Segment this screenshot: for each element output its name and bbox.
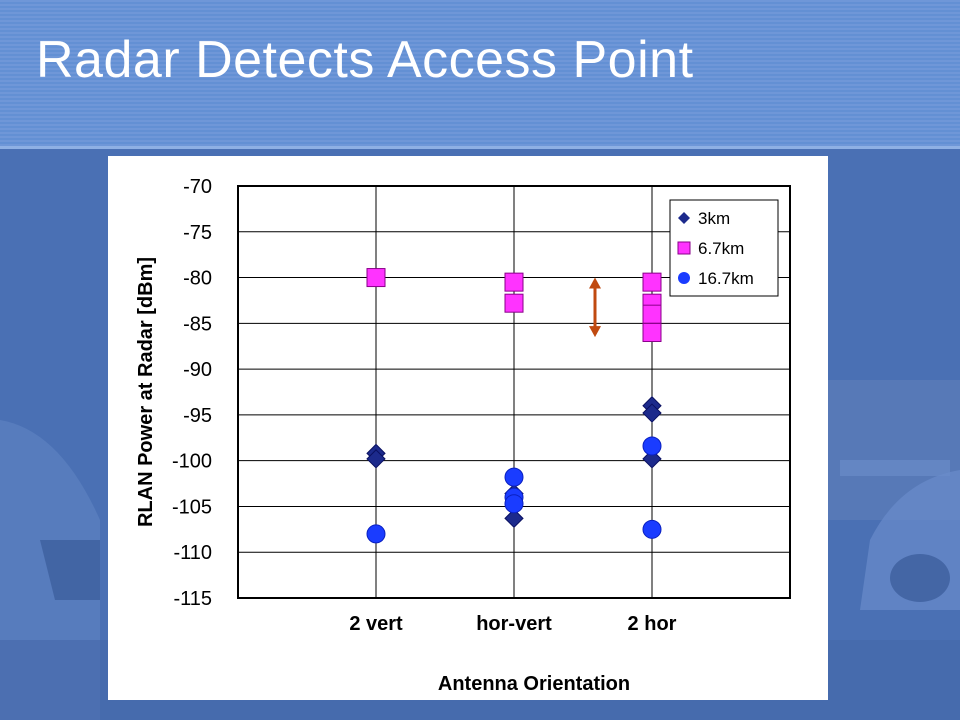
y-tick-label: -115 [173, 588, 212, 610]
x-category-labels: 2 vert hor-vert 2 hor [349, 613, 676, 635]
data-point-3km [504, 508, 524, 529]
x-category-label: 2 hor [628, 613, 677, 635]
annotation-arrow-head-down [589, 326, 601, 338]
chart-legend: 3km 6.7km 16.7km [669, 199, 779, 297]
data-point-6-7km [504, 293, 524, 313]
data-points [366, 268, 662, 544]
data-point-16-7km [504, 467, 524, 487]
data-point-6-7km [366, 268, 386, 288]
data-point-3km [642, 403, 662, 423]
legend-item: 6.7km [677, 239, 744, 258]
y-tick-label: -70 [183, 176, 212, 198]
data-point-16-7km [642, 519, 662, 539]
legend-marker-diamond [678, 212, 690, 224]
plot-area-frame [237, 185, 791, 599]
legend-label: 16.7km [698, 269, 754, 288]
x-category-label: 2 vert [349, 613, 403, 635]
y-tick-label: -110 [173, 542, 212, 564]
legend-item: 16.7km [678, 269, 754, 288]
annotation-arrow-head-up [589, 277, 601, 289]
legend-label: 6.7km [698, 239, 744, 258]
legend-item: 3km [678, 209, 730, 228]
y-tick-label: -90 [183, 359, 212, 381]
scatter-chart: -70 -75 -80 -85 -90 -95 -100 -105 -110 -115 2 ver… [135, 176, 791, 695]
annotation-layer [589, 277, 601, 338]
data-point-16-7km [642, 436, 662, 456]
y-tick-labels: -70 -75 -80 -85 -90 -95 -100 -105 -110 -115 [172, 176, 212, 610]
y-tick-label: -75 [183, 222, 212, 244]
data-point-6-7km [642, 304, 662, 324]
y-tick-label: -95 [183, 405, 212, 427]
data-point-6-7km [642, 272, 662, 292]
y-tick-label: -100 [172, 451, 212, 473]
x-category-label: hor-vert [476, 613, 552, 635]
y-tick-label: -80 [183, 268, 212, 290]
y-axis-title: RLAN Power at Radar [dBm] [135, 257, 157, 527]
legend-marker-circle [678, 272, 690, 284]
slide-title: Radar Detects Access Point [36, 31, 694, 89]
chart-panel: -70 -75 -80 -85 -90 -95 -100 -105 -110 -115 2 ver… [108, 156, 828, 700]
legend-label: 3km [698, 209, 730, 228]
data-point-6-7km [642, 322, 662, 342]
legend-marker-square [677, 241, 691, 255]
title-bar: Radar Detects Access Point [0, 0, 960, 149]
data-point-16-7km [366, 524, 386, 544]
y-tick-label: -85 [183, 313, 212, 335]
data-point-6-7km [504, 272, 524, 292]
y-tick-label: -105 [172, 496, 212, 518]
data-point-16-7km [504, 494, 524, 514]
x-axis-title: Antenna Orientation [438, 673, 630, 695]
legend-items: 3km 6.7km 16.7km [677, 209, 754, 288]
data-point-3km [366, 449, 386, 469]
